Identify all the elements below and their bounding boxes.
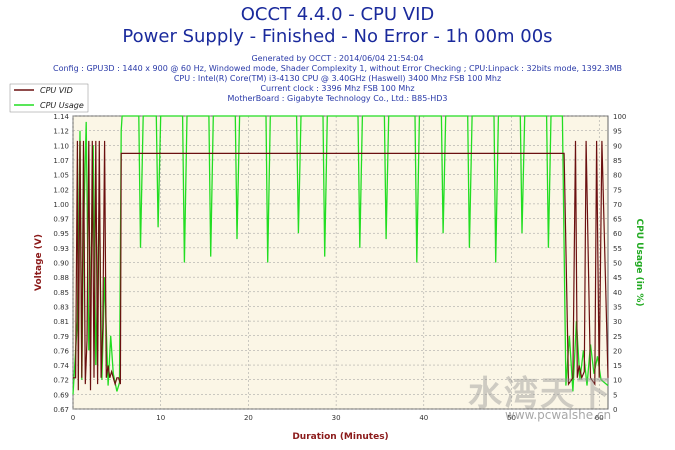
y2-tick-label: 5 (613, 391, 617, 399)
x-tick-label: 30 (332, 414, 341, 422)
chart-title: OCCT 4.4.0 - CPU VID (240, 4, 435, 25)
clock-info: Current clock : 3396 Mhz FSB 100 Mhz (260, 84, 415, 93)
legend-box (9, 83, 89, 113)
y2-tick-label: 35 (613, 303, 622, 311)
y2-tick-label: 20 (613, 347, 622, 355)
y2-tick-label: 90 (613, 142, 622, 150)
y-axis-label: Voltage (V) (34, 234, 44, 291)
config-info: Config : GPU3D : 1440 x 900 @ 60 Hz, Win… (53, 64, 622, 73)
watermark-logo: 水湾天下 (468, 374, 612, 414)
y-tick-label: 0.72 (53, 377, 69, 385)
y-tick-label: 0.90 (53, 260, 69, 268)
y-tick-label: 1.05 (53, 172, 69, 180)
watermark-url: www.pcwalshe.cn (505, 408, 612, 422)
y2-tick-label: 40 (613, 289, 622, 297)
y2-tick-label: 100 (613, 113, 626, 121)
y-tick-label: 1.00 (53, 201, 69, 209)
series-line-cpu-vid (73, 140, 609, 391)
y-tick-label: 0.85 (53, 289, 69, 297)
y-tick-label: 0.83 (53, 303, 69, 311)
y2-tick-label: 15 (613, 362, 622, 370)
x-tick-label: 20 (244, 414, 253, 422)
y-tick-label: 1.07 (53, 157, 69, 165)
y-tick-label: 0.95 (53, 230, 69, 238)
y-tick-label: 1.12 (53, 128, 69, 136)
y-tick-label: 0.67 (53, 406, 69, 414)
chart-subtitle: Power Supply - Finished - No Error - 1h … (122, 26, 553, 47)
legend-label: CPU Usage (40, 101, 84, 110)
x-axis-label: Duration (Minutes) (292, 432, 388, 442)
y2-tick-label: 80 (613, 172, 622, 180)
y2-tick-label: 75 (613, 186, 622, 194)
y2-tick-label: 60 (613, 230, 622, 238)
y-tick-label: 0.97 (53, 216, 69, 224)
y-tick-label: 0.88 (53, 274, 69, 282)
y-tick-label: 0.93 (53, 245, 69, 253)
y2-tick-label: 10 (613, 377, 622, 385)
y2-tick-label: 45 (613, 274, 622, 282)
y2-tick-label: 65 (613, 216, 622, 224)
x-tick-label: 40 (419, 414, 428, 422)
y-tick-label: 1.10 (53, 142, 69, 150)
x-tick-label: 0 (71, 414, 75, 422)
x-tick-label: 60 (595, 414, 604, 422)
y-tick-label: 0.74 (53, 362, 69, 370)
generated-info: Generated by OCCT : 2014/06/04 21:54:04 (251, 54, 424, 63)
y-tick-label: 1.14 (53, 113, 69, 121)
x-tick-label: 50 (507, 414, 516, 422)
motherboard-info: MotherBoard : Gigabyte Technology Co., L… (227, 94, 448, 103)
y2-tick-label: 50 (613, 260, 622, 268)
cpu-info: CPU : Intel(R) Core(TM) i3-4130 CPU @ 3.… (173, 74, 502, 83)
y-tick-label: 0.69 (53, 391, 69, 399)
y2-tick-label: 85 (613, 157, 622, 165)
y2-tick-label: 70 (613, 201, 622, 209)
y2-tick-label: 25 (613, 333, 622, 341)
legend-label: CPU VID (40, 86, 73, 95)
y2-tick-label: 0 (613, 406, 617, 414)
y2-tick-label: 30 (613, 318, 622, 326)
y-tick-label: 0.81 (53, 318, 69, 326)
y-tick-label: 1.02 (53, 186, 69, 194)
y2-tick-label: 55 (613, 245, 622, 253)
y2-axis-label: CPU Usage (in %) (634, 219, 644, 307)
y2-tick-label: 95 (613, 128, 622, 136)
y-tick-label: 0.79 (53, 333, 69, 341)
y-tick-label: 0.76 (53, 347, 69, 355)
x-tick-label: 10 (156, 414, 165, 422)
